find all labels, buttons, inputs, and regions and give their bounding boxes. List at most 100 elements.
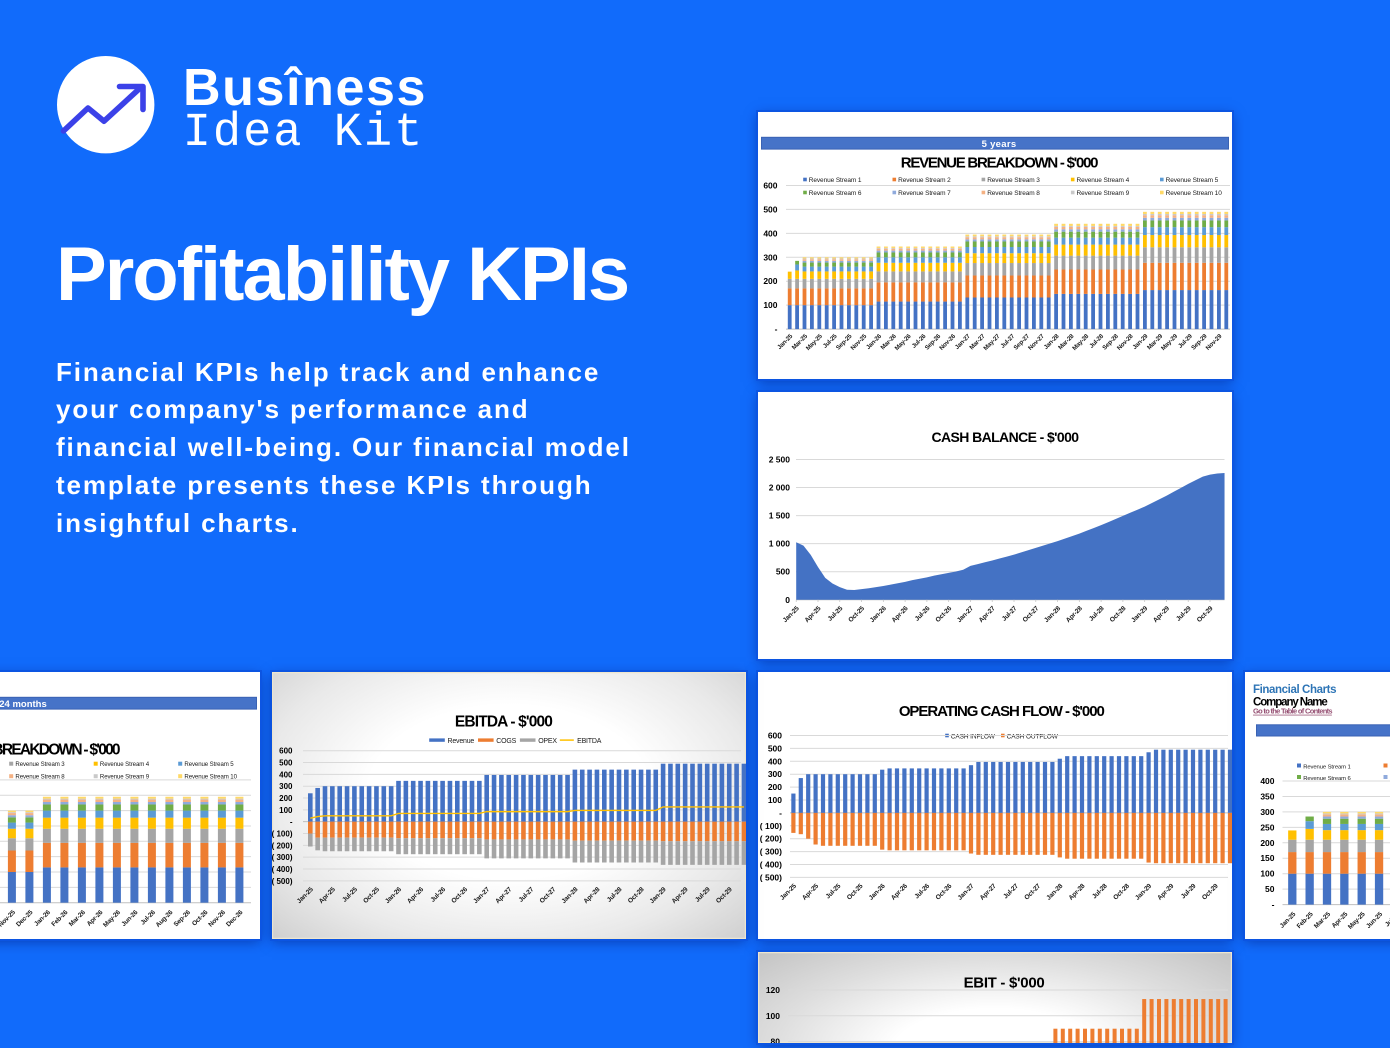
svg-text:5 years: 5 years <box>982 139 1017 150</box>
svg-text:Jul-25: Jul-25 <box>825 882 843 900</box>
svg-text:( 400): ( 400) <box>760 860 782 870</box>
svg-text:Jan-25: Jan-25 <box>779 882 798 901</box>
svg-text:( 200): ( 200) <box>760 834 782 844</box>
svg-text:Jul-25: Jul-25 <box>827 605 845 623</box>
svg-text:Jan-25: Jan-25 <box>782 605 801 624</box>
svg-text:Apr-29: Apr-29 <box>1152 605 1171 624</box>
svg-text:100: 100 <box>768 795 782 805</box>
svg-text:Revenue Stream 10: Revenue Stream 10 <box>1166 190 1223 197</box>
svg-text:Jun-26: Jun-26 <box>120 909 139 928</box>
svg-text:CASH OUTFLOW: CASH OUTFLOW <box>1007 734 1059 741</box>
svg-text:Revenue Stream 4: Revenue Stream 4 <box>100 761 150 768</box>
svg-text:Revenue Stream 9: Revenue Stream 9 <box>1077 190 1130 197</box>
svg-text:Jan-29: Jan-29 <box>649 886 668 905</box>
svg-text:Aug-26: Aug-26 <box>155 909 175 929</box>
svg-text:Revenue Stream 4: Revenue Stream 4 <box>1077 177 1130 184</box>
svg-text:Apr-28: Apr-28 <box>1068 882 1087 901</box>
svg-text:( 300): ( 300) <box>760 847 782 857</box>
svg-text:EBITDA - $'000: EBITDA - $'000 <box>455 714 552 731</box>
svg-text:Revenue Stream 3: Revenue Stream 3 <box>987 177 1040 184</box>
svg-text:Nov-26: Nov-26 <box>207 909 227 929</box>
svg-text:Jul-27: Jul-27 <box>1002 882 1020 900</box>
svg-text:200: 200 <box>279 794 293 803</box>
svg-text:500: 500 <box>279 759 293 768</box>
svg-text:OPEX: OPEX <box>538 738 557 745</box>
svg-text:Oct-26: Oct-26 <box>935 882 954 901</box>
svg-text:200: 200 <box>1260 838 1274 848</box>
svg-text:-: - <box>775 324 778 334</box>
svg-text:Nov-27: Nov-27 <box>1027 333 1046 352</box>
svg-text:2 000: 2 000 <box>769 483 791 493</box>
svg-text:100: 100 <box>279 806 293 815</box>
svg-text:Jan-26: Jan-26 <box>869 605 888 624</box>
svg-text:400: 400 <box>1260 776 1274 786</box>
svg-text:500: 500 <box>763 204 777 214</box>
svg-text:200: 200 <box>763 276 777 286</box>
svg-text:Jan-25: Jan-25 <box>1279 911 1298 930</box>
svg-text:May-26: May-26 <box>102 909 122 929</box>
svg-text:May-25: May-25 <box>1347 911 1367 931</box>
svg-text:Oct-26: Oct-26 <box>191 909 210 928</box>
svg-text:May-25: May-25 <box>805 333 824 352</box>
svg-text:600: 600 <box>279 747 293 756</box>
svg-text:200: 200 <box>768 782 782 792</box>
svg-text:100: 100 <box>766 1011 780 1021</box>
svg-text:Oct-26: Oct-26 <box>934 605 953 624</box>
svg-text:Jan-25: Jan-25 <box>296 886 315 905</box>
svg-text:Apr-27: Apr-27 <box>494 886 513 905</box>
svg-text:( 100): ( 100) <box>760 821 782 831</box>
svg-text:Dec-26: Dec-26 <box>225 909 245 929</box>
svg-text:Jan-29: Jan-29 <box>1130 605 1149 624</box>
svg-text:Jul-28: Jul-28 <box>606 886 624 904</box>
svg-text:Apr-26: Apr-26 <box>890 882 909 901</box>
svg-text:Oct-28: Oct-28 <box>1112 882 1131 901</box>
svg-text:CASH INFLOW: CASH INFLOW <box>951 734 996 741</box>
svg-text:Jan-26: Jan-26 <box>868 882 887 901</box>
svg-text:Oct-28: Oct-28 <box>627 886 646 905</box>
svg-text:Apr-28: Apr-28 <box>1065 605 1084 624</box>
svg-text:Revenue Stream 5: Revenue Stream 5 <box>1166 177 1219 184</box>
svg-text:Oct-29: Oct-29 <box>1196 605 1215 624</box>
svg-text:Jul-26: Jul-26 <box>429 886 447 904</box>
svg-text:Jul-27: Jul-27 <box>1001 605 1019 623</box>
svg-text:Feb-26: Feb-26 <box>50 909 69 928</box>
svg-text:Oct-29: Oct-29 <box>1201 882 1220 901</box>
svg-text:Jul-28: Jul-28 <box>1091 882 1109 900</box>
svg-text:300: 300 <box>1260 807 1274 817</box>
svg-text:Oct-27: Oct-27 <box>1023 882 1042 901</box>
svg-text:Apr-25: Apr-25 <box>801 882 820 901</box>
svg-text:300: 300 <box>768 769 782 779</box>
svg-text:May-28: May-28 <box>1071 333 1090 352</box>
svg-text:Jul-29: Jul-29 <box>1175 605 1193 623</box>
svg-text:Oct-25: Oct-25 <box>847 605 866 624</box>
svg-text:Oct-25: Oct-25 <box>362 886 381 905</box>
svg-text:400: 400 <box>768 756 782 766</box>
svg-text:24 months: 24 months <box>0 699 47 710</box>
svg-text:Jan-28: Jan-28 <box>1043 605 1062 624</box>
svg-text:Mar-25: Mar-25 <box>1313 911 1332 930</box>
svg-text:( 400): ( 400) <box>272 865 293 874</box>
svg-text:Jan-26: Jan-26 <box>384 886 403 905</box>
svg-text:Jan-27: Jan-27 <box>957 882 976 901</box>
svg-text:Revenue Stream 3: Revenue Stream 3 <box>15 761 65 768</box>
svg-text:Jul-29: Jul-29 <box>1180 882 1198 900</box>
svg-text:Nov-25: Nov-25 <box>0 909 17 929</box>
svg-text:Jul-27: Jul-27 <box>518 886 536 904</box>
svg-text:Nov-29: Nov-29 <box>1205 333 1224 352</box>
svg-text:Jan-27: Jan-27 <box>472 886 491 905</box>
svg-text:Feb-25: Feb-25 <box>1296 911 1315 930</box>
svg-text:0: 0 <box>785 595 790 605</box>
svg-text:May-29: May-29 <box>1160 333 1179 352</box>
svg-text:Oct-28: Oct-28 <box>1109 605 1128 624</box>
svg-text:Oct-25: Oct-25 <box>846 882 865 901</box>
svg-text:1 000: 1 000 <box>769 539 791 549</box>
svg-text:Revenue Stream 5: Revenue Stream 5 <box>184 761 234 768</box>
svg-text:Apr-25: Apr-25 <box>318 886 337 905</box>
svg-text:Apr-29: Apr-29 <box>671 886 690 905</box>
svg-text:EBITDA: EBITDA <box>577 738 602 745</box>
svg-text:Apr-29: Apr-29 <box>1156 882 1175 901</box>
svg-text:( 300): ( 300) <box>272 853 293 862</box>
svg-text:Apr-27: Apr-27 <box>978 605 997 624</box>
svg-text:150: 150 <box>1260 853 1274 863</box>
svg-text:Jan-27: Jan-27 <box>956 605 975 624</box>
